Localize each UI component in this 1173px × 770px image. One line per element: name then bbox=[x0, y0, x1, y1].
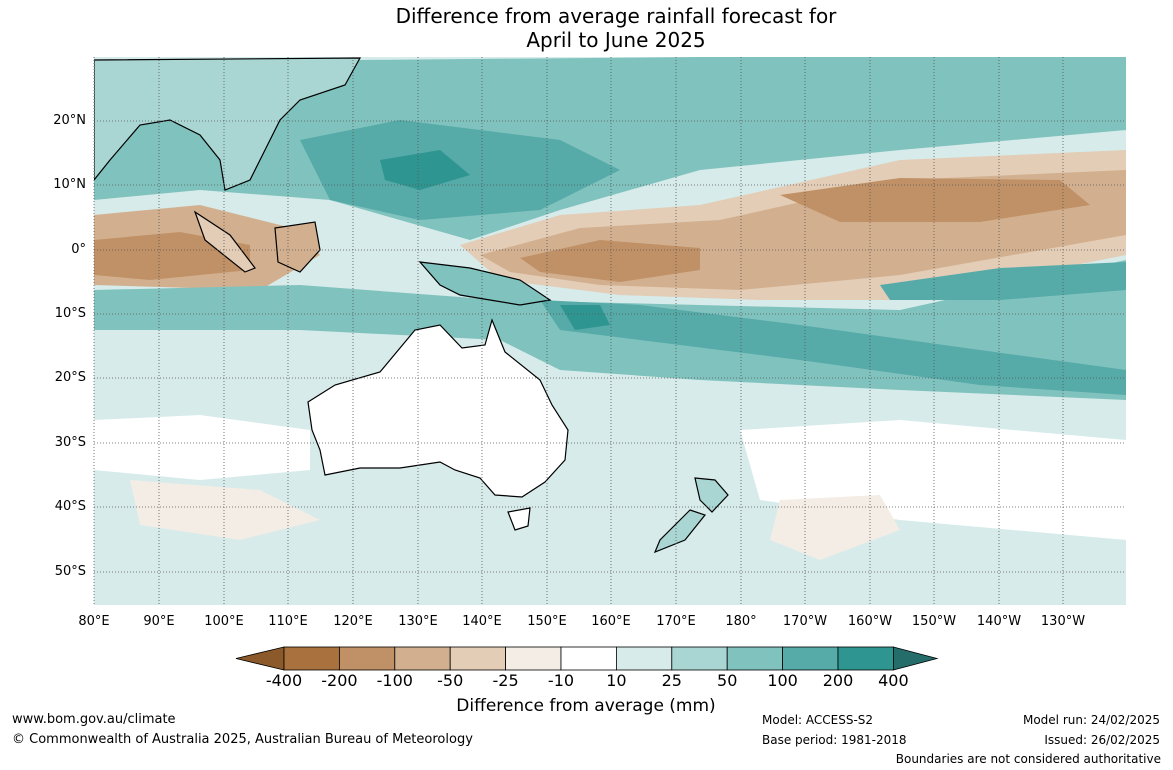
colorbar-wet-extend bbox=[893, 646, 939, 671]
australia-land bbox=[307, 318, 569, 498]
boundaries-disclaimer: Boundaries are not considered authoritat… bbox=[895, 752, 1161, 766]
dry-region-south-indian bbox=[130, 480, 320, 540]
colorbar-tick-label: 400 bbox=[878, 671, 909, 690]
colorbar-tick-label: -100 bbox=[376, 671, 413, 690]
latitude-tick-label: 0° bbox=[71, 242, 86, 257]
colorbar-title: Difference from average (mm) bbox=[456, 696, 716, 716]
longitude-tick-label: 160°W bbox=[847, 614, 893, 629]
wet-core-philippine-sea bbox=[380, 150, 470, 190]
colorbar-tick-label: 100 bbox=[767, 671, 798, 690]
website-link[interactable]: www.bom.gov.au/climate bbox=[12, 712, 176, 727]
borneo-land bbox=[274, 221, 321, 273]
wet-band-coral-sea bbox=[560, 305, 610, 330]
longitude-tick-label: 80°E bbox=[78, 614, 110, 629]
new-guinea-land bbox=[418, 261, 552, 306]
wet-band-south-pacific-core bbox=[540, 300, 1126, 395]
latitude-tick-label: 20°S bbox=[54, 370, 86, 385]
asia-mainland bbox=[94, 57, 362, 191]
colorbar-tick-label: 50 bbox=[717, 671, 738, 690]
colorbar-bin bbox=[726, 646, 784, 671]
latitude-tick-label: 30°S bbox=[54, 435, 86, 450]
longitude-tick-label: 150°E bbox=[527, 614, 567, 629]
colorbar-tick-label: 25 bbox=[661, 671, 682, 690]
wet-band-east-pacific bbox=[880, 262, 1126, 300]
colorbar-tick-label: -400 bbox=[265, 671, 303, 690]
longitude-tick-label: 170°W bbox=[782, 614, 828, 629]
longitude-tick-label: 130°W bbox=[1040, 614, 1086, 629]
colorbar-tick-label: -25 bbox=[492, 671, 519, 690]
tasmania-land bbox=[507, 507, 531, 531]
longitude-tick-label: 110°E bbox=[268, 614, 308, 629]
title-line-1: Difference from average rainfall forecas… bbox=[395, 4, 837, 28]
colorbar-bin bbox=[616, 646, 673, 671]
model-name: Model: ACCESS-S2 bbox=[762, 713, 874, 727]
latitude-tick-label: 10°N bbox=[53, 177, 86, 192]
longitude-tick-label: 150°W bbox=[911, 614, 957, 629]
latitude-tick-label: 50°S bbox=[54, 564, 86, 579]
colorbar-bin bbox=[782, 646, 839, 671]
latitude-tick-label: 40°S bbox=[54, 499, 86, 514]
latitude-tick-label: 10°S bbox=[54, 306, 86, 321]
latitude-tick-label: 20°N bbox=[53, 113, 86, 128]
colorbar-bin bbox=[449, 646, 507, 671]
colorbar-tick-label: -50 bbox=[437, 671, 464, 690]
longitude-tick-label: 100°E bbox=[204, 614, 244, 629]
map-title: Difference from average rainfall forecas… bbox=[0, 4, 1173, 52]
colorbar-bin bbox=[671, 646, 728, 671]
colorbar-bin bbox=[283, 646, 340, 671]
copyright-text: © Commonwealth of Australia 2025, Austra… bbox=[12, 732, 473, 747]
new-zealand-north-island bbox=[694, 477, 729, 513]
longitude-tick-label: 140°W bbox=[976, 614, 1022, 629]
colorbar-tick-label: 10 bbox=[606, 671, 627, 690]
longitude-tick-label: 180° bbox=[725, 614, 757, 629]
colorbar-tick-label: -10 bbox=[547, 671, 575, 690]
colorbar-bin bbox=[837, 646, 894, 671]
colorbar-bin bbox=[560, 646, 617, 671]
model-run-date: Model run: 24/02/2025 bbox=[1022, 713, 1160, 727]
longitude-tick-label: 160°E bbox=[591, 614, 631, 629]
issued-date: Issued: 26/02/2025 bbox=[1044, 733, 1160, 747]
longitude-tick-label: 140°E bbox=[462, 614, 502, 629]
longitude-tick-label: 130°E bbox=[398, 614, 438, 629]
base-period: Base period: 1981-2018 bbox=[762, 733, 907, 747]
map-gridlines bbox=[93, 57, 1126, 605]
new-zealand-south-island bbox=[653, 509, 707, 554]
title-line-2: April to June 2025 bbox=[526, 28, 706, 52]
colorbar-tick-label: -200 bbox=[321, 671, 358, 690]
colorbar-dry-extend bbox=[235, 646, 285, 671]
neutral-region-south-indian bbox=[94, 415, 310, 480]
colorbar-tick-label: 200 bbox=[822, 671, 854, 690]
dry-region-equatorial-peak bbox=[520, 240, 700, 282]
colorbar-bin bbox=[505, 646, 562, 671]
longitude-tick-label: 120°E bbox=[333, 614, 373, 629]
map-field bbox=[94, 57, 1126, 605]
colorbar-bin bbox=[338, 646, 396, 671]
colorbar-bin bbox=[394, 646, 451, 671]
dry-region-tasman-east bbox=[770, 495, 900, 560]
dry-region-north-pacific-peak bbox=[780, 178, 1090, 222]
longitude-tick-label: 90°E bbox=[143, 614, 175, 629]
longitude-tick-label: 170°E bbox=[656, 614, 696, 629]
